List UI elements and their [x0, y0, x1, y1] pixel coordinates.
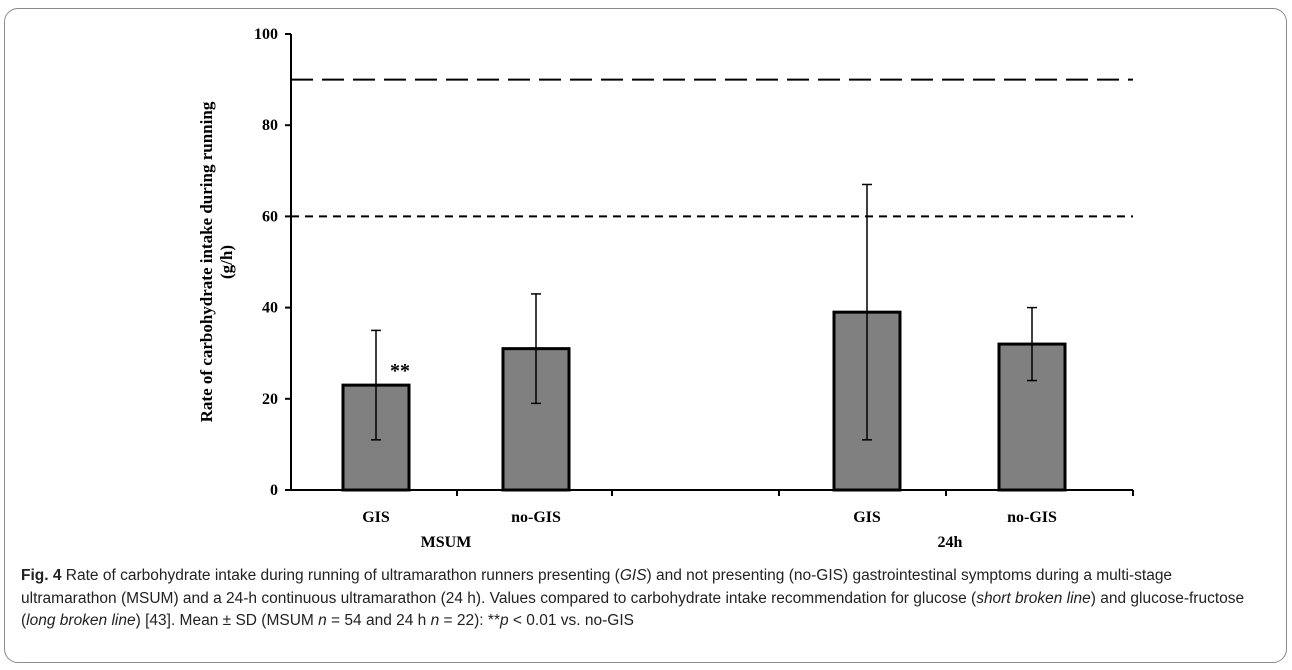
y-tick-label: 40	[262, 300, 278, 317]
figure-frame	[4, 8, 1287, 663]
y-tick-label: 20	[262, 391, 278, 408]
y-axis-unit: (g/h)	[217, 245, 236, 279]
bar-chart: 0 20 40 60 80 100 Rate of carbohydrate intake …	[197, 26, 1134, 551]
x-tick-label: GIS	[362, 509, 390, 526]
caption-italic: short broken line	[976, 589, 1091, 607]
x-tick-label: no-GIS	[511, 509, 561, 526]
significance-marker: **	[390, 360, 410, 382]
group-label: MSUM	[421, 534, 472, 551]
caption-italic: p	[499, 612, 509, 629]
figure-label: Fig. 4	[21, 567, 62, 584]
group-label: 24h	[938, 534, 963, 551]
y-tick-label: 100	[254, 26, 278, 43]
figure-caption: Fig. 4 Rate of carbohydrate intake durin…	[21, 567, 1245, 629]
caption-italic: n	[430, 612, 440, 629]
y-tick-label: 0	[270, 482, 278, 499]
caption-italic: GIS	[619, 567, 647, 584]
y-axis-label: Rate of carbohydrate intake during runni…	[197, 101, 216, 422]
y-tick-label: 60	[262, 208, 278, 225]
caption-italic: long broken line	[26, 612, 136, 629]
caption-italic: n	[318, 612, 327, 629]
y-tick-label: 80	[262, 117, 278, 134]
x-tick-label: GIS	[853, 509, 881, 526]
x-tick-label: no-GIS	[1007, 509, 1057, 526]
